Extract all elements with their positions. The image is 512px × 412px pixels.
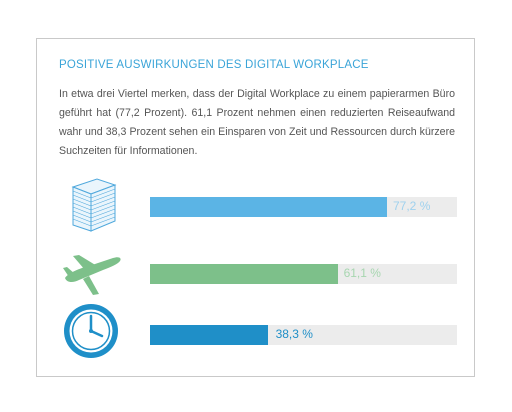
- bar-value-label: 38,3 %: [275, 327, 313, 341]
- paper-stack-icon: [71, 178, 117, 232]
- airplane-icon: [63, 255, 121, 295]
- bar-track: 77,2 %: [150, 197, 457, 217]
- clock-icon: [64, 304, 118, 358]
- bar-value-label: 77,2 %: [393, 199, 431, 213]
- infographic-title: POSITIVE AUSWIRKUNGEN DES DIGITAL WORKPL…: [59, 59, 369, 71]
- bar-value-label: 61,1 %: [343, 266, 381, 280]
- bar-fill: [150, 325, 268, 345]
- bar-track: 38,3 %: [150, 325, 457, 345]
- bar-row-time: 38,3 %: [37, 299, 476, 359]
- bar-fill: [150, 264, 338, 284]
- bar-fill: [150, 197, 387, 217]
- bar-row-paper: 77,2 %: [37, 171, 476, 232]
- infographic-card: POSITIVE AUSWIRKUNGEN DES DIGITAL WORKPL…: [36, 38, 475, 377]
- bar-row-travel: 61,1 %: [37, 238, 476, 298]
- infographic-description: In etwa drei Viertel merken, dass der Di…: [59, 88, 455, 157]
- bar-track: 61,1 %: [150, 264, 457, 284]
